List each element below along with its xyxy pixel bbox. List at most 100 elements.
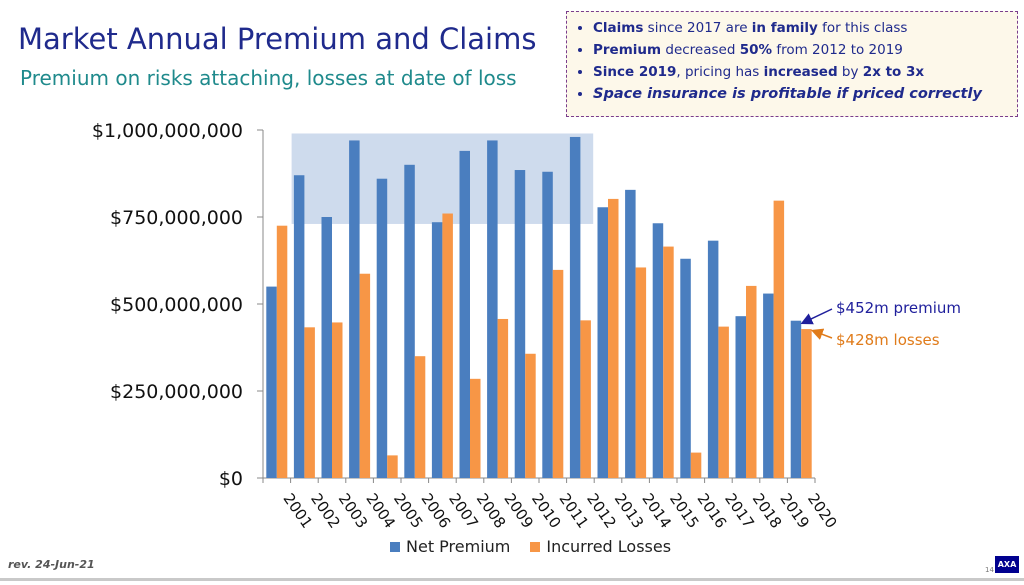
x-tick-label: 2014 [638,490,675,532]
annotation-arrow-premium [800,308,833,325]
y-tick-label: $250,000,000 [110,381,243,403]
callout-bold: increased [763,64,838,80]
y-tick-label: $500,000,000 [110,294,243,316]
x-tick-label: 2017 [721,490,758,532]
x-tick-label: 2020 [804,490,841,532]
bar-losses [359,273,371,478]
callout-text: for this class [817,20,908,36]
callout-text: from 2012 to 2019 [772,42,903,58]
footer-divider [0,578,1024,581]
bar-losses [718,326,729,478]
callout-bold: 2x to 3x [862,64,925,80]
callout-bold: Premium [593,42,662,58]
callout-box: Claims since 2017 are in family for this… [566,11,1018,117]
legend-swatch-losses [530,541,541,552]
callout-bold: in family [751,20,818,36]
bar-premium [542,171,553,478]
bar-premium [487,140,498,478]
page-number: 14 [985,566,994,574]
x-tick-label: 2013 [611,490,648,532]
bar-losses [690,452,702,478]
x-tick-label: 2018 [749,490,786,532]
callout-text: by [837,64,863,80]
bar-losses [525,353,536,478]
callout-bullet: Since 2019, pricing has increased by 2x … [593,61,1009,83]
bar-premium [569,136,581,478]
legend-item-losses: Incurred Losses [530,537,671,556]
annotation-premium: $452m premium [836,299,961,317]
bar-losses [470,378,481,478]
x-tick-label: 2005 [390,490,427,532]
bar-premium [349,140,360,478]
revision-date: rev. 24-Jun-21 [8,558,95,571]
x-tick-label: 2006 [418,490,455,532]
company-logo: AXA [995,556,1019,573]
callout-bullet: Space insurance is profitable if priced … [593,83,1009,105]
bar-losses [442,213,453,478]
callout-text: since 2017 are [643,20,752,36]
x-tick-label: 2019 [776,490,813,532]
callout-bold: Claims [593,20,644,36]
x-tick-label: 2002 [307,490,344,532]
bar-losses [608,198,619,479]
bar-premium [680,258,691,478]
bar-premium [431,222,443,478]
x-tick-label: 2016 [694,490,731,532]
bar-losses [497,318,509,478]
y-tick-label: $0 [219,468,243,490]
bar-premium [625,189,636,478]
bar-losses [635,267,647,478]
bar-losses [387,455,398,478]
logo-text: AXA [997,560,1017,569]
y-tick-label: $1,000,000,000 [92,120,243,142]
bar-losses [552,269,564,478]
x-tick-label: 2009 [500,490,537,532]
bar-premium [763,293,774,478]
bar-premium [376,178,388,478]
callout-bold: Since 2019 [593,64,677,80]
bar-losses [746,285,757,478]
chart-legend: Net Premium Incurred Losses [390,537,691,556]
x-tick-label: 2015 [666,490,703,532]
x-tick-label: 2012 [583,490,620,532]
x-tick-label: 2003 [335,490,372,532]
bar-losses [276,225,288,478]
bar-losses [801,329,812,478]
bar-premium [266,286,277,478]
callout-text: decreased [661,42,740,58]
bar-losses [773,200,785,479]
bar-premium [790,320,802,478]
bar-premium [293,175,305,479]
callout-text: Space insurance is profitable if priced … [593,86,982,102]
bar-losses [332,322,343,478]
legend-item-premium: Net Premium [390,537,510,556]
bar-premium [321,217,332,478]
legend-label-premium: Net Premium [406,537,511,556]
slide-title: Market Annual Premium and Claims [18,22,537,56]
bar-premium [707,240,719,478]
x-tick-label: 2011 [556,490,593,532]
callout-text: , pricing has [676,64,764,80]
callout-bold: 50% [739,42,773,58]
bar-premium [597,207,608,479]
annotation-arrow-losses [810,328,833,340]
bar-premium [652,223,664,478]
x-tick-label: 2004 [362,490,399,532]
annotation-losses: $428m losses [836,331,940,349]
legend-label-losses: Incurred Losses [546,537,672,556]
legend-swatch-premium [390,541,400,552]
bar-premium [404,164,415,479]
bar-losses [304,327,315,478]
x-tick-label: 2010 [528,490,565,532]
bar-losses [580,320,591,478]
bar-premium [735,316,746,478]
bar-premium [514,170,526,478]
x-tick-label: 2008 [473,490,510,532]
callout-bullet: Premium decreased 50% from 2012 to 2019 [593,39,1009,61]
y-tick-label: $750,000,000 [110,207,243,229]
bar-premium [459,150,470,478]
x-tick-label: 2001 [280,490,317,532]
bar-losses [663,246,674,478]
x-tick-label: 2007 [445,490,482,532]
